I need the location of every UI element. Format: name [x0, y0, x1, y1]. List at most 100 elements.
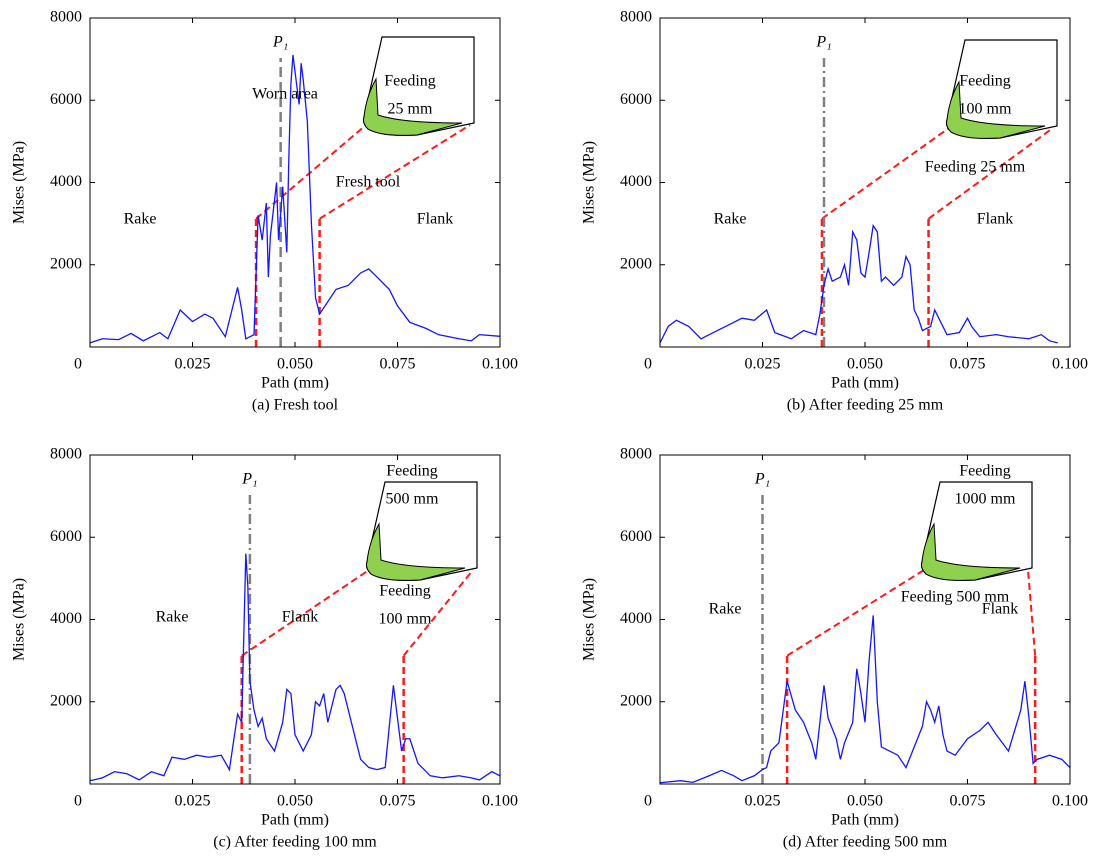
data-line — [89, 553, 501, 782]
x-axis-title: Path (mm) — [261, 812, 329, 829]
y-tick-label: 2000 — [50, 692, 82, 709]
plot-frame — [89, 17, 501, 348]
annotation: Feeding — [384, 73, 436, 90]
y-axis-title: Mises (MPa) — [581, 578, 598, 661]
p1-label: P₁ — [241, 471, 257, 488]
panel: 2000 4000 6000 8000 0 0.025 0.050 0.075 0.100 P₁ R… — [581, 446, 1088, 851]
tool-inset — [920, 481, 1033, 581]
zoom-connector — [319, 124, 471, 220]
x-tick-label: 0.050 — [277, 793, 313, 810]
y-tick-label: 4000 — [50, 610, 82, 627]
x-axis-title: Path (mm) — [261, 375, 329, 392]
annotation: Feeding — [959, 73, 1011, 90]
x-tick-label: 0.050 — [847, 793, 883, 810]
x-tick-label: 0.100 — [1052, 793, 1088, 810]
annotation: Flank — [282, 609, 318, 626]
p1-label: P₁ — [754, 471, 770, 488]
data-line — [89, 54, 501, 344]
zoom-connector — [241, 569, 370, 657]
annotation: 100 mm — [379, 611, 432, 628]
y-tick-label: 8000 — [620, 9, 652, 26]
zoom-connector — [821, 127, 950, 220]
y-tick-label: 2000 — [620, 692, 652, 709]
annotation: Flank — [977, 211, 1013, 228]
data-line — [659, 223, 1058, 344]
annotation: Worn area — [252, 86, 318, 103]
annotation: 100 mm — [959, 101, 1012, 118]
annotation: Feeding — [959, 463, 1011, 480]
worn-area — [946, 80, 1046, 139]
y-tick-label: 4000 — [620, 173, 652, 190]
x-tick-label: 0 — [74, 356, 82, 373]
x-tick-label: 0.075 — [380, 356, 416, 373]
x-tick-label: 0.050 — [277, 356, 313, 373]
y-tick-label: 2000 — [620, 255, 652, 272]
annotation: 1000 mm — [955, 491, 1016, 508]
data-line — [659, 615, 1071, 784]
x-tick-label: 0.075 — [950, 356, 986, 373]
annotation: 25 mm — [388, 101, 433, 118]
y-tick-label: 6000 — [50, 91, 82, 108]
annotation: Feeding — [379, 583, 431, 600]
panel: 2000 4000 6000 8000 0 0.025 0.050 0.075 0.100 P₁ R… — [11, 446, 518, 851]
zoom-connector — [927, 127, 1054, 220]
y-tick-label: 8000 — [50, 9, 82, 26]
x-tick-label: 0.075 — [950, 793, 986, 810]
caption: (a) Fresh tool — [252, 397, 339, 414]
x-axis-title: Path (mm) — [831, 375, 899, 392]
worn-area — [921, 522, 1021, 581]
annotation: Rake — [709, 601, 742, 618]
annotation: Flank — [982, 601, 1018, 618]
p1-label: P₁ — [272, 34, 288, 51]
y-tick-label: 2000 — [50, 255, 82, 272]
caption: (d) After feeding 500 mm — [783, 834, 948, 851]
annotation: Rake — [124, 211, 157, 228]
x-tick-label: 0.025 — [175, 356, 211, 373]
y-axis-title: Mises (MPa) — [11, 578, 28, 661]
x-tick-label: 0 — [644, 356, 652, 373]
caption: (c) After feeding 100 mm — [213, 834, 377, 851]
x-axis-title: Path (mm) — [831, 812, 899, 829]
plot-frame — [659, 454, 1071, 785]
annotation: Rake — [714, 211, 747, 228]
y-axis-title: Mises (MPa) — [581, 141, 598, 224]
y-tick-label: 6000 — [620, 91, 652, 108]
tool-inset — [365, 481, 478, 581]
y-tick-label: 6000 — [50, 528, 82, 545]
plot-frame — [89, 454, 501, 785]
y-tick-label: 4000 — [50, 173, 82, 190]
zoom-connector — [786, 569, 925, 657]
x-tick-label: 0.100 — [1052, 356, 1088, 373]
p1-label: P₁ — [815, 34, 831, 51]
x-tick-label: 0.050 — [847, 356, 883, 373]
zoom-connector — [402, 569, 474, 657]
x-tick-label: 0.025 — [175, 793, 211, 810]
annotation: Fresh tool — [336, 174, 401, 191]
worn-area — [366, 522, 466, 581]
x-tick-label: 0.025 — [745, 356, 781, 373]
panel: 2000 4000 6000 8000 0 0.025 0.050 0.075 0.100 P₁ R… — [581, 9, 1088, 414]
annotation: 500 mm — [386, 491, 439, 508]
annotation: Feeding 500 mm — [901, 589, 1010, 606]
annotation: Feeding 25 mm — [925, 159, 1026, 176]
annotation: Flank — [417, 211, 453, 228]
tool-inset — [945, 39, 1058, 139]
x-tick-label: 0.100 — [482, 356, 518, 373]
y-tick-label: 8000 — [50, 446, 82, 463]
x-tick-label: 0.075 — [380, 793, 416, 810]
caption: (b) After feeding 25 mm — [787, 397, 944, 414]
x-tick-label: 0 — [644, 793, 652, 810]
x-tick-label: 0 — [74, 793, 82, 810]
y-tick-label: 8000 — [620, 446, 652, 463]
panel: 2000 4000 6000 8000 0 0.025 0.050 0.075 0.100 P₁ R… — [11, 9, 518, 414]
tool-inset — [362, 36, 475, 136]
zoom-connector — [1027, 569, 1037, 656]
worn-area — [363, 77, 463, 136]
x-tick-label: 0.025 — [745, 793, 781, 810]
y-axis-title: Mises (MPa) — [11, 141, 28, 224]
y-tick-label: 6000 — [620, 528, 652, 545]
plot-frame — [659, 17, 1071, 348]
x-tick-label: 0.100 — [482, 793, 518, 810]
annotation: Rake — [156, 609, 189, 626]
